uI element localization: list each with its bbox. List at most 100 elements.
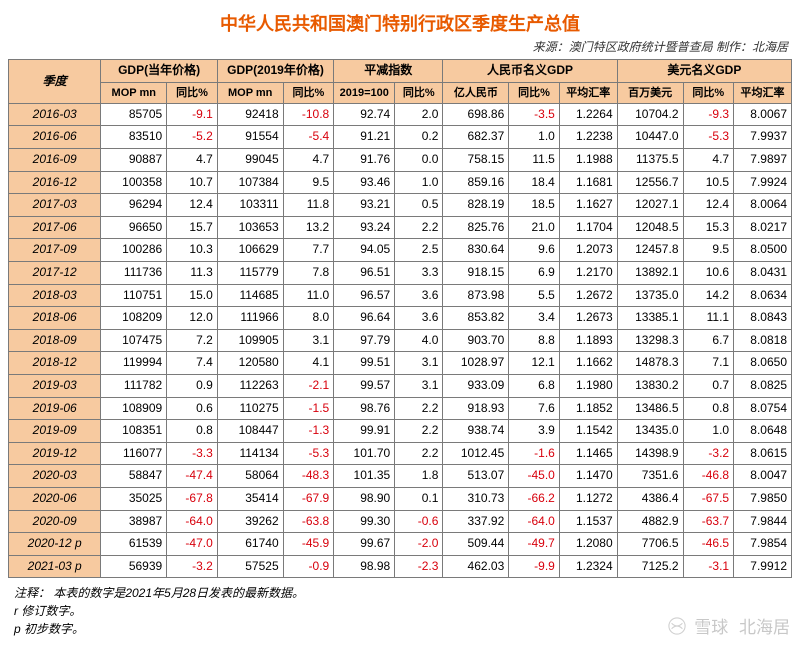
- data-cell: 98.98: [334, 555, 395, 578]
- data-cell: 57525: [217, 555, 283, 578]
- data-cell: 3.1: [283, 329, 334, 352]
- data-cell: 56939: [101, 555, 167, 578]
- data-cell: 7.9897: [734, 149, 792, 172]
- data-cell: 97.79: [334, 329, 395, 352]
- data-cell: -46.5: [683, 533, 734, 556]
- data-cell: 1.0: [509, 126, 560, 149]
- data-cell: 8.8: [509, 329, 560, 352]
- data-cell: 918.15: [443, 262, 509, 285]
- data-cell: 15.3: [683, 216, 734, 239]
- data-cell: 91554: [217, 126, 283, 149]
- col-group: GDP(当年价格): [101, 60, 217, 83]
- col-sub: 百万美元: [617, 82, 683, 103]
- data-cell: 10447.0: [617, 126, 683, 149]
- data-cell: 12.4: [167, 194, 218, 217]
- data-cell: 0.6: [167, 397, 218, 420]
- quarter-cell: 2021-03 p: [9, 555, 101, 578]
- data-cell: 92.74: [334, 103, 395, 126]
- data-cell: 13486.5: [617, 397, 683, 420]
- data-cell: 108909: [101, 397, 167, 420]
- data-cell: -67.9: [283, 487, 334, 510]
- data-cell: -9.3: [683, 103, 734, 126]
- data-cell: 99.30: [334, 510, 395, 533]
- data-cell: 39262: [217, 510, 283, 533]
- data-cell: -2.3: [395, 555, 443, 578]
- data-cell: 1.1627: [559, 194, 617, 217]
- data-cell: 12556.7: [617, 171, 683, 194]
- data-cell: 99045: [217, 149, 283, 172]
- data-cell: -5.4: [283, 126, 334, 149]
- data-cell: 61740: [217, 533, 283, 556]
- data-cell: 13435.0: [617, 420, 683, 443]
- data-cell: -48.3: [283, 465, 334, 488]
- data-cell: 933.09: [443, 375, 509, 398]
- data-cell: 7.9937: [734, 126, 792, 149]
- quarter-cell: 2016-09: [9, 149, 101, 172]
- data-cell: 0.7: [683, 375, 734, 398]
- data-cell: 8.0431: [734, 262, 792, 285]
- data-cell: -46.8: [683, 465, 734, 488]
- data-cell: 35025: [101, 487, 167, 510]
- data-cell: 1.2238: [559, 126, 617, 149]
- data-cell: 758.15: [443, 149, 509, 172]
- data-cell: 58847: [101, 465, 167, 488]
- data-cell: 10.5: [683, 171, 734, 194]
- data-cell: 96.64: [334, 307, 395, 330]
- data-cell: 1.1662: [559, 352, 617, 375]
- data-cell: 100286: [101, 239, 167, 262]
- data-cell: 509.44: [443, 533, 509, 556]
- data-cell: 8.0500: [734, 239, 792, 262]
- data-cell: 38987: [101, 510, 167, 533]
- data-cell: 111966: [217, 307, 283, 330]
- data-cell: 7.1: [683, 352, 734, 375]
- data-cell: -2.0: [395, 533, 443, 556]
- watermark-site: 雪球: [694, 618, 728, 637]
- data-cell: 114134: [217, 442, 283, 465]
- data-cell: 12.1: [509, 352, 560, 375]
- data-cell: 2.2: [395, 442, 443, 465]
- data-cell: 112263: [217, 375, 283, 398]
- quarter-cell: 2018-06: [9, 307, 101, 330]
- data-cell: 100358: [101, 171, 167, 194]
- data-cell: 111782: [101, 375, 167, 398]
- data-cell: 10.6: [683, 262, 734, 285]
- data-cell: 9.6: [509, 239, 560, 262]
- data-cell: -0.6: [395, 510, 443, 533]
- data-cell: 7.9924: [734, 171, 792, 194]
- data-cell: 1.2324: [559, 555, 617, 578]
- data-cell: 7351.6: [617, 465, 683, 488]
- data-cell: 96294: [101, 194, 167, 217]
- watermark: 雪球 北海居: [668, 613, 790, 640]
- data-cell: 830.64: [443, 239, 509, 262]
- data-cell: 13.2: [283, 216, 334, 239]
- data-cell: 1.1988: [559, 149, 617, 172]
- data-cell: 14398.9: [617, 442, 683, 465]
- data-cell: 15.7: [167, 216, 218, 239]
- data-cell: 107475: [101, 329, 167, 352]
- data-cell: 11.5: [509, 149, 560, 172]
- data-cell: -3.2: [167, 555, 218, 578]
- data-cell: 7.9850: [734, 487, 792, 510]
- data-cell: 462.03: [443, 555, 509, 578]
- data-cell: 106629: [217, 239, 283, 262]
- data-cell: 8.0615: [734, 442, 792, 465]
- data-cell: 108209: [101, 307, 167, 330]
- col-sub: 2019=100: [334, 82, 395, 103]
- data-cell: 7.9912: [734, 555, 792, 578]
- data-cell: 2.2: [395, 420, 443, 443]
- data-cell: 107384: [217, 171, 283, 194]
- data-cell: 0.8: [683, 397, 734, 420]
- quarter-cell: 2018-03: [9, 284, 101, 307]
- data-cell: 5.5: [509, 284, 560, 307]
- data-cell: 14878.3: [617, 352, 683, 375]
- data-cell: 99.57: [334, 375, 395, 398]
- data-cell: 4.7: [283, 149, 334, 172]
- data-cell: 4.0: [395, 329, 443, 352]
- data-cell: 103653: [217, 216, 283, 239]
- data-cell: -3.1: [683, 555, 734, 578]
- quarter-cell: 2019-03: [9, 375, 101, 398]
- data-cell: 2.2: [395, 397, 443, 420]
- data-cell: 3.3: [395, 262, 443, 285]
- data-cell: -5.3: [283, 442, 334, 465]
- quarter-cell: 2019-09: [9, 420, 101, 443]
